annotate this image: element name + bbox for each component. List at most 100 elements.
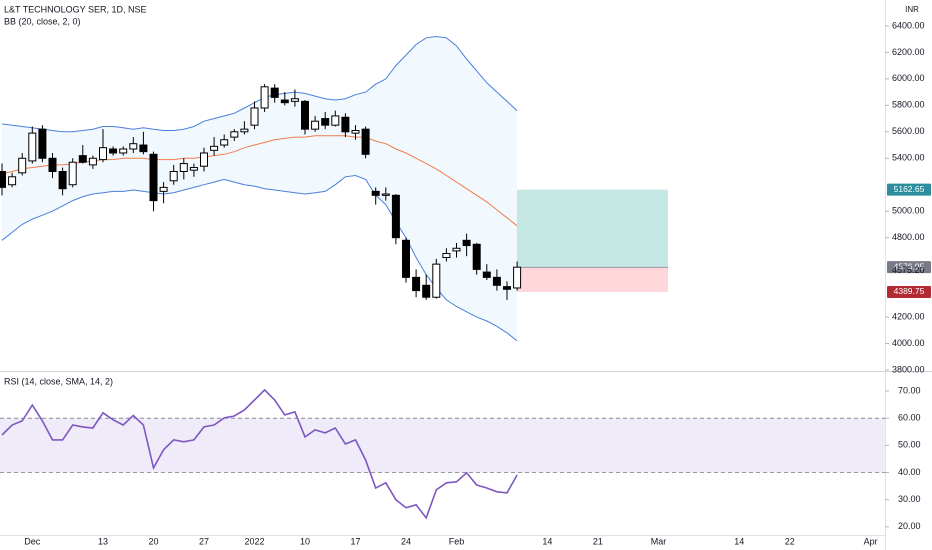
candle-body	[341, 116, 350, 133]
y-tick-label: 4800.00	[892, 232, 925, 242]
y-tick-label: 4000.00	[892, 338, 925, 348]
candle-body	[58, 171, 67, 190]
last-price-badge	[887, 261, 931, 274]
y-tick-label: 6400.00	[892, 20, 925, 30]
candle-body	[432, 263, 441, 298]
rsi-y-tick-label: 70.00	[898, 385, 921, 395]
candle-body	[462, 239, 471, 247]
x-tick-label: 14	[542, 536, 552, 546]
y-tick-label: 5800.00	[892, 100, 925, 110]
candle-body	[99, 147, 107, 161]
x-tick-label: 21	[593, 536, 603, 546]
y-tick-label: 6200.00	[892, 47, 925, 57]
plot: 6400.00 6200.00 6000.00 5800.00 5600.00 5400.…	[0, 20, 931, 546]
candle-body	[503, 286, 511, 290]
candle-body	[78, 155, 87, 163]
rsi-line	[1, 388, 518, 520]
candle-body	[220, 139, 229, 146]
y-tick-label: 3800.00	[892, 364, 925, 374]
candle-body	[290, 98, 299, 102]
x-tick-label: 10	[300, 536, 310, 546]
candle-body	[280, 99, 289, 104]
y-tick-label: 5400.00	[892, 153, 925, 163]
target-zone	[517, 189, 668, 268]
candle-body	[8, 176, 17, 186]
candle-body	[149, 153, 158, 202]
candle-body	[189, 167, 198, 171]
x-tick-label: Dec	[24, 536, 41, 546]
x-tick-label: Mar	[651, 536, 667, 546]
candle-body	[412, 276, 421, 292]
y-tick-label: 5600.00	[892, 126, 925, 136]
candle-body	[109, 148, 118, 154]
candle-body	[139, 144, 148, 153]
stop-zone	[517, 267, 668, 292]
rsi-y-tick-label: 50.00	[898, 440, 921, 450]
candle-body	[301, 100, 309, 130]
candle-body	[119, 148, 128, 154]
candle-body	[492, 276, 501, 286]
candle-body	[200, 152, 208, 167]
candle-body	[88, 157, 97, 166]
x-tick-label: Feb	[449, 536, 465, 546]
x-tick-label: Apr	[864, 536, 878, 546]
bb-label: BB (20, close, 2, 0)	[4, 16, 81, 26]
candle-body	[311, 120, 320, 130]
target-badge-label: 5162.65	[894, 184, 925, 194]
y-tick-label: 6000.00	[892, 73, 925, 83]
candle-body	[260, 86, 269, 109]
currency: INR	[905, 5, 919, 14]
bb-line	[1, 35, 518, 133]
candle-body	[331, 115, 340, 126]
rsi-y-tick-label: 20.00	[898, 521, 921, 531]
candle-body	[391, 194, 400, 239]
candle-body	[250, 107, 259, 126]
x-tick-label: 2022	[244, 536, 264, 546]
rsi-y-tick-label: 30.00	[898, 494, 921, 504]
candle-body	[270, 87, 279, 98]
x-tick-label: 13	[98, 536, 108, 546]
candle-body	[129, 143, 138, 150]
candle-body	[240, 128, 249, 133]
x-tick-label: 24	[401, 536, 411, 546]
rsi-y-tick-label: 40.00	[898, 467, 921, 477]
bb-line	[1, 135, 518, 227]
candle-body	[68, 161, 77, 186]
candle-body	[0, 171, 6, 188]
stop-badge	[887, 285, 931, 298]
last-price-badge-label: 4576.95	[894, 261, 925, 271]
candle-body	[28, 132, 37, 162]
x-tick-label: 22	[785, 536, 795, 546]
candle-body	[169, 171, 178, 182]
candle-body	[361, 128, 370, 155]
candle-body	[210, 145, 219, 151]
target-badge	[887, 183, 931, 196]
bb-band	[2, 36, 518, 341]
candle-body	[48, 157, 57, 173]
candle-body	[442, 253, 451, 259]
x-tick-label: 27	[199, 536, 209, 546]
candle-body	[159, 186, 168, 192]
candle-body	[351, 129, 360, 134]
candle-body	[402, 239, 410, 278]
candle-body	[482, 271, 491, 278]
candle-body	[179, 163, 188, 173]
candle-body	[452, 247, 461, 252]
rsi-label: RSI (14, close, SMA, 14, 2)	[4, 376, 113, 386]
candle-body	[38, 128, 47, 159]
x-tick-label: 17	[350, 536, 360, 546]
candle-body	[18, 157, 27, 174]
entry-label: 4575.20	[892, 265, 925, 275]
y-tick-label: 5000.00	[892, 206, 925, 216]
candle-body	[422, 284, 431, 298]
candle-body	[230, 131, 239, 138]
rsi-band	[0, 418, 885, 473]
bb-line	[1, 174, 518, 342]
candle-body	[513, 266, 522, 289]
symbol-title: L&T TECHNOLOGY SER, 1D, NSE	[4, 4, 147, 14]
y-tick-label: 4200.00	[892, 311, 925, 321]
candle-body	[472, 243, 481, 270]
candle-body	[321, 118, 330, 126]
